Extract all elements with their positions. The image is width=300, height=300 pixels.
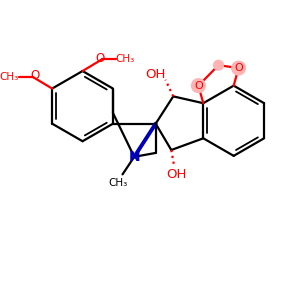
Text: O: O — [234, 63, 243, 73]
Text: OH: OH — [166, 168, 186, 181]
Circle shape — [214, 60, 224, 70]
Text: O: O — [194, 81, 203, 91]
Text: O: O — [95, 52, 105, 65]
Circle shape — [192, 79, 205, 92]
Text: CH₃: CH₃ — [108, 178, 127, 188]
Text: CH₃: CH₃ — [116, 54, 135, 64]
Text: CH₃: CH₃ — [0, 72, 19, 82]
Circle shape — [232, 61, 245, 75]
Text: N: N — [128, 150, 140, 164]
Text: OH: OH — [146, 68, 166, 81]
Text: O: O — [30, 69, 39, 82]
